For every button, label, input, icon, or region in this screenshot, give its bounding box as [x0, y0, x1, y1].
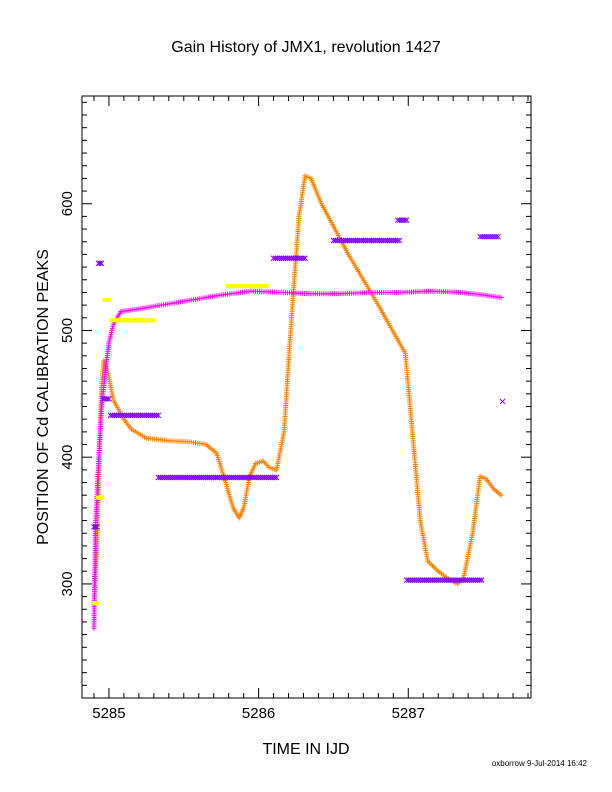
data-point	[94, 600, 100, 605]
data-point	[106, 396, 112, 402]
data-point	[300, 255, 306, 262]
data-point	[394, 237, 401, 244]
y-tick-label: 500	[59, 318, 76, 343]
data-point	[92, 524, 99, 530]
y-tick-label: 300	[59, 571, 76, 596]
data-point	[98, 260, 105, 267]
data-point	[153, 412, 160, 419]
data-point	[155, 412, 162, 419]
data-point	[273, 474, 280, 481]
series-1	[91, 288, 504, 631]
data-point	[396, 237, 403, 244]
series-2	[92, 284, 269, 605]
series-3	[91, 217, 506, 583]
data-point	[151, 318, 157, 323]
y-tick-label: 600	[59, 191, 76, 216]
plot-frame	[81, 95, 532, 699]
data-point	[498, 295, 504, 301]
y-axis-label: POSITION OF Cd CALIBRATION PEAKS	[35, 249, 52, 545]
data-point	[263, 284, 269, 289]
data-point	[499, 398, 506, 405]
data-point	[98, 495, 104, 500]
data-point	[241, 284, 247, 289]
y-tick-label: 400	[59, 445, 76, 470]
axis-ticks: 5285 5286 5287 300 400 500 600	[59, 96, 531, 722]
data-point	[104, 396, 110, 402]
data-point	[476, 577, 483, 583]
data-point	[403, 217, 410, 224]
chart-title: Gain History of JMX1, revolution 1427	[171, 39, 441, 56]
data-point	[302, 255, 308, 262]
data-point	[271, 474, 278, 481]
data-point	[493, 233, 499, 240]
footer-stamp: oxborrow 9-Jul-2014 16:42	[492, 759, 588, 768]
data-point	[106, 298, 112, 303]
x-tick-label: 5285	[92, 705, 125, 722]
series-0	[91, 173, 504, 610]
data-point	[94, 524, 100, 530]
x-axis-label: TIME IN IJD	[262, 741, 349, 758]
data-point	[495, 233, 501, 240]
plot-data	[91, 173, 506, 631]
x-tick-label: 5286	[242, 705, 275, 722]
data-point	[97, 260, 103, 267]
x-tick-label: 5287	[392, 705, 425, 722]
data-point	[498, 492, 504, 498]
data-point	[478, 577, 485, 583]
data-point	[402, 217, 408, 224]
